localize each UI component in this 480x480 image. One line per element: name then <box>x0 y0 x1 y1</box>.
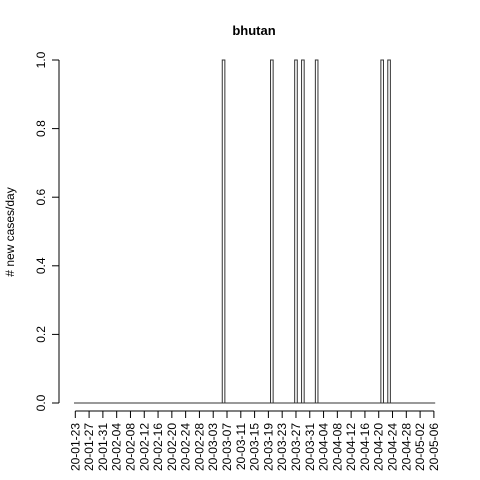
bar <box>381 60 384 403</box>
x-tick-label: 20-04-24 <box>386 423 400 471</box>
x-tick-label: 20-01-27 <box>82 423 96 471</box>
x-tick-label: 20-02-20 <box>165 423 179 471</box>
bar <box>388 60 391 403</box>
x-tick-label: 20-01-23 <box>68 423 82 471</box>
bar <box>315 60 318 403</box>
x-tick-label: 20-03-15 <box>248 423 262 471</box>
bars <box>74 60 435 403</box>
x-tick-label: 20-03-23 <box>275 423 289 471</box>
y-tick-label: 0.8 <box>34 120 48 137</box>
y-tick-label: 0.6 <box>34 189 48 206</box>
x-axis: 20-01-23 20-01-27 20-01-31 20-02-04 20-02-08… <box>68 411 441 471</box>
bar <box>271 60 274 403</box>
y-tick-label: 0.2 <box>34 326 48 343</box>
x-tick-label: 20-03-31 <box>303 423 317 471</box>
x-tick-label: 20-02-12 <box>137 423 151 471</box>
y-tick-label: 0.0 <box>34 394 48 411</box>
x-tick-label: 20-03-07 <box>220 423 234 471</box>
x-tick-label: 20-04-04 <box>317 423 331 471</box>
x-tick-label: 20-02-04 <box>110 423 124 471</box>
x-tick-label: 20-04-16 <box>358 423 372 471</box>
x-tick-label: 20-02-16 <box>151 423 165 471</box>
x-tick-label: 20-01-31 <box>96 423 110 471</box>
chart-title: bhutan <box>232 23 275 38</box>
y-axis-label: # new cases/day <box>3 187 17 276</box>
y-axis: 0.0 0.2 0.4 0.6 0.8 1.0 <box>34 51 59 411</box>
x-tick-label: 20-03-11 <box>234 423 248 470</box>
x-tick-label: 20-04-12 <box>344 423 358 471</box>
x-tick-label: 20-05-06 <box>427 423 441 471</box>
x-tick-label: 20-03-27 <box>289 423 303 471</box>
bar <box>295 60 298 403</box>
x-tick-label: 20-04-20 <box>372 423 386 471</box>
x-tick-label: 20-03-03 <box>206 423 220 471</box>
x-tick-label: 20-02-28 <box>192 423 206 471</box>
x-tick-label: 20-03-19 <box>261 423 275 471</box>
x-tick-label: 20-05-02 <box>413 423 427 471</box>
y-tick-label: 1.0 <box>34 51 48 68</box>
bar <box>302 60 305 403</box>
x-tick-label: 20-02-24 <box>179 423 193 471</box>
y-tick-label: 0.4 <box>34 257 48 274</box>
x-tick-label: 20-04-28 <box>399 423 413 471</box>
bar <box>222 60 225 403</box>
x-tick-label: 20-02-08 <box>123 423 137 471</box>
x-tick-label: 20-04-08 <box>330 423 344 471</box>
